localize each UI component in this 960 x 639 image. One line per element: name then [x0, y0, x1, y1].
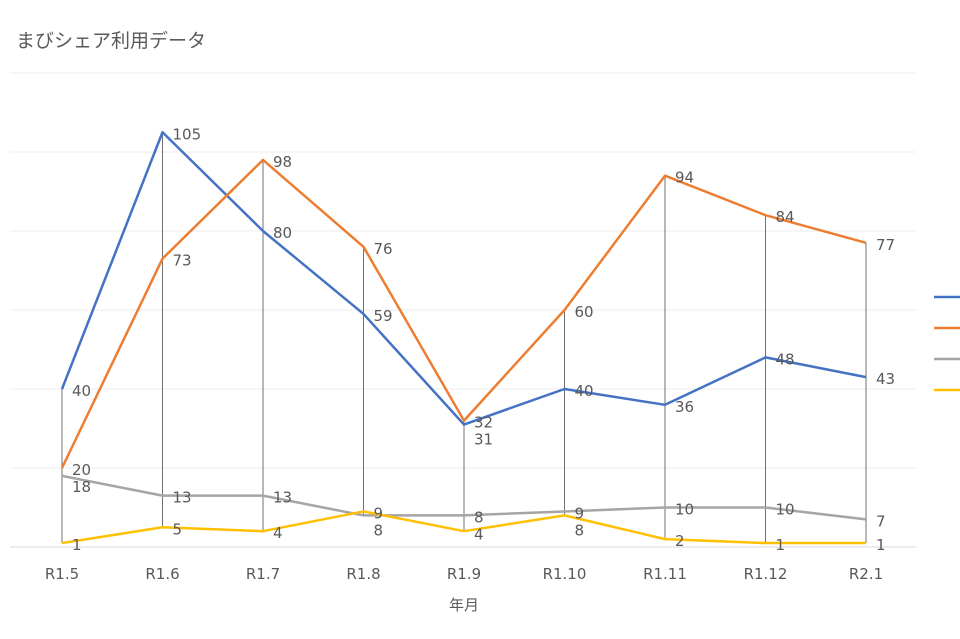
- data-label-series-4: 8: [575, 521, 585, 539]
- series-line-2: [60, 158, 867, 469]
- data-label-series-4: 4: [474, 525, 484, 543]
- data-label-series-4: 2: [675, 532, 685, 550]
- x-tick-label: R2.1: [849, 565, 883, 583]
- data-label-series-4: 5: [173, 520, 183, 538]
- data-label-series-3: 18: [72, 478, 91, 496]
- data-label-series-1: 48: [776, 350, 795, 368]
- x-tick-label: R1.12: [744, 565, 788, 583]
- data-label-series-2: 32: [474, 414, 493, 432]
- data-label-series-2: 84: [776, 208, 795, 226]
- data-label-series-3: 10: [776, 501, 795, 519]
- x-tick-label: R1.11: [643, 565, 687, 583]
- data-label-series-3: 8: [374, 521, 384, 539]
- data-label-series-1: 36: [675, 398, 694, 416]
- data-label-series-2: 73: [173, 252, 192, 270]
- data-label-series-2: 98: [273, 153, 292, 171]
- data-label-series-4: 9: [374, 504, 384, 522]
- data-label-series-2: 20: [72, 461, 91, 479]
- x-tick-label: R1.5: [45, 565, 79, 583]
- data-label-series-4: 1: [876, 536, 886, 554]
- data-label-series-1: 80: [273, 224, 292, 242]
- x-tick-label: R1.9: [447, 565, 481, 583]
- data-label-series-1: 31: [474, 431, 493, 449]
- data-label-series-2: 76: [374, 240, 393, 258]
- data-label-series-1: 40: [575, 382, 594, 400]
- data-label-series-2: 60: [575, 303, 594, 321]
- data-label-series-4: 1: [72, 536, 82, 554]
- data-label-series-1: 40: [72, 382, 91, 400]
- data-label-series-3: 13: [273, 489, 292, 507]
- x-tick-label: R1.6: [145, 565, 179, 583]
- data-label-series-4: 4: [273, 524, 283, 542]
- data-label-series-4: 1: [776, 536, 786, 554]
- series-line-3: [61, 474, 867, 521]
- x-tick-label: R1.8: [346, 565, 380, 583]
- data-label-series-1: 43: [876, 370, 895, 388]
- data-label-series-2: 77: [876, 236, 895, 254]
- x-tick-label: R1.7: [246, 565, 280, 583]
- series-line-4: [61, 510, 866, 545]
- chart-title: まびシェア利用データ: [16, 30, 207, 52]
- data-label-series-3: 7: [876, 512, 886, 530]
- x-axis-label: 年月: [449, 596, 479, 614]
- data-label-series-3: 9: [575, 504, 585, 522]
- series-line-1: [60, 131, 867, 426]
- data-label-series-3: 13: [173, 489, 192, 507]
- data-label-series-3: 8: [474, 508, 484, 526]
- data-label-series-3: 10: [675, 501, 694, 519]
- data-label-series-1: 59: [374, 307, 393, 325]
- data-label-series-1: 105: [173, 125, 202, 143]
- x-tick-label: R1.10: [543, 565, 587, 583]
- data-label-series-2: 94: [675, 169, 694, 187]
